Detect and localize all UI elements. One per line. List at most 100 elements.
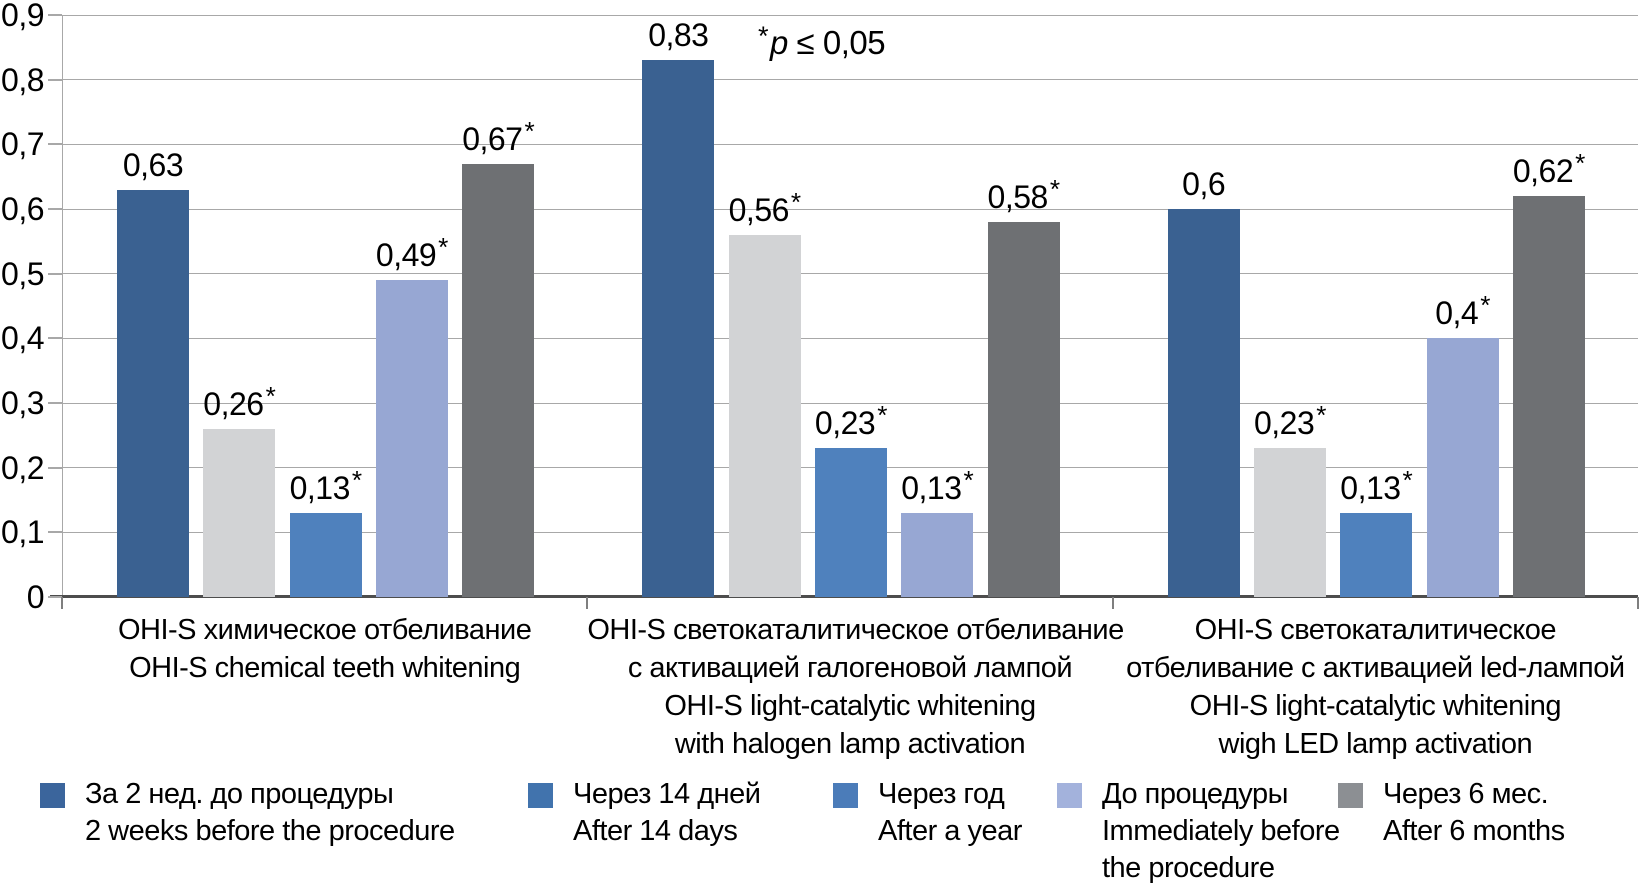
legend-label-line: 2 weeks before the procedure	[85, 815, 455, 847]
y-tick-mark	[48, 402, 62, 404]
bar	[1340, 512, 1413, 597]
legend-label: До процедуры Immediately before the proced…	[1102, 776, 1340, 887]
y-tick-label: 0,1	[1, 514, 44, 551]
y-tick-label: 0,6	[1, 191, 44, 227]
bar-value: 0,13	[289, 469, 351, 506]
bar-value: 0,13	[901, 469, 962, 506]
category-label-line: with halogen lamp activation	[674, 728, 1026, 760]
category-label-line: OHI-S chemical teeth whitening	[129, 652, 521, 684]
category-tick	[586, 597, 589, 609]
bar	[289, 512, 362, 597]
y-tick-label: 0,7	[1, 126, 44, 163]
category-label: OHI-S светокаталитическое отбеливание с а…	[1113, 611, 1638, 763]
legend-label-line: До процедуры	[1102, 778, 1288, 810]
bar-value-label: 0,62*	[1469, 148, 1629, 192]
gridline	[62, 79, 1638, 81]
bar	[1167, 209, 1240, 597]
significance-note: *p ≤ 0,05	[758, 20, 886, 62]
legend-label: Через 14 дней After 14 days	[573, 776, 761, 850]
gridline	[62, 14, 1638, 16]
bar-value: 0,49	[375, 237, 437, 274]
bar-value-label: 0,6	[1124, 165, 1284, 203]
legend-label-line: the procedure	[1102, 852, 1275, 884]
legend-swatch	[1057, 783, 1082, 808]
y-tick-label: 0,2	[1, 449, 44, 486]
bar-value: 0,83	[648, 17, 709, 54]
category-label-line: OHI-S светокаталитическое	[1194, 614, 1557, 646]
y-tick-label: 0,4	[1, 320, 44, 357]
bar-value: 0,58	[987, 178, 1049, 215]
significance-asterisk: *	[524, 115, 535, 146]
bar-value-label: 0,4*	[1383, 290, 1543, 334]
y-tick-mark	[48, 78, 62, 81]
significance-asterisk: *	[351, 464, 362, 495]
gridline	[62, 337, 1638, 339]
legend-swatch	[40, 783, 65, 808]
bar-value-label: 0,63	[73, 146, 233, 184]
bar-value-label: 0,23*	[771, 400, 931, 444]
y-tick-mark	[48, 337, 62, 340]
y-tick-mark	[48, 208, 62, 210]
bar-value-label: 0,83	[598, 16, 758, 54]
significance-asterisk: *	[758, 20, 769, 51]
bar-value: 0,67	[462, 120, 523, 157]
significance-asterisk: *	[1049, 173, 1060, 204]
y-tick-mark	[48, 466, 62, 469]
legend-label-line: Через 14 дней	[573, 778, 761, 810]
bar-value-label: 0,13*	[857, 465, 1017, 509]
legend-swatch	[528, 783, 553, 808]
y-tick-mark	[48, 272, 62, 275]
bar-value: 0,62	[1512, 153, 1574, 190]
category-label-line: с активацией галогеновой лампой	[627, 652, 1073, 684]
gridline	[62, 143, 1638, 145]
bar-value: 0,23	[814, 405, 876, 442]
gridline	[62, 208, 1638, 210]
category-label-line: OHI-S light-catalytic whitening	[664, 690, 1036, 722]
gridline	[62, 273, 1638, 275]
y-tick-label: 0,9	[1, 0, 44, 33]
bar-value-label: 0,56*	[685, 187, 845, 231]
category-label: OHI-S химическое отбеливание OHI-S chemic…	[62, 611, 587, 687]
y-tick-mark	[48, 531, 62, 534]
category-tick	[1111, 597, 1114, 609]
bar	[814, 448, 887, 597]
legend-label: За 2 нед. до процедуры 2 weeks before the…	[85, 776, 455, 850]
legend-label-line: After a year	[878, 815, 1022, 847]
legend-item: Через год After a year	[833, 776, 1022, 850]
bar	[1512, 196, 1585, 597]
significance-asterisk: *	[438, 232, 448, 263]
legend-swatch	[833, 783, 858, 808]
legend-label-line: Через год	[878, 778, 1005, 810]
bar	[987, 221, 1060, 597]
y-tick-label: 0,3	[1, 385, 44, 421]
bar-value-label: 0,26*	[159, 381, 319, 425]
bar-value-label: 0,67*	[418, 116, 578, 160]
bar-value-label: 0,23*	[1210, 400, 1370, 444]
legend-label: Через 6 мес. After 6 months	[1383, 776, 1565, 850]
significance-asterisk: *	[1402, 464, 1413, 495]
bar-value: 0,26	[203, 385, 264, 422]
bar-value: 0,13	[1340, 469, 1401, 506]
significance-asterisk: *	[963, 464, 974, 495]
y-tick-label: 0,5	[1, 255, 44, 292]
p-symbol: p	[770, 24, 788, 61]
significance-asterisk: *	[1480, 290, 1490, 321]
legend-label-line: Immediately before	[1102, 815, 1340, 847]
bar-value: 0,4	[1435, 295, 1479, 332]
category-label-line: отбеливание с активацией led-лампой	[1126, 652, 1625, 684]
bar-value: 0,23	[1253, 405, 1315, 442]
significance-asterisk: *	[877, 400, 887, 431]
legend-item: За 2 нед. до процедуры 2 weeks before the…	[40, 776, 455, 850]
bar	[728, 234, 801, 597]
legend-item: Через 6 мес. After 6 months	[1338, 776, 1565, 850]
y-tick-mark	[48, 143, 62, 146]
significance-asterisk: *	[265, 380, 276, 411]
legend-label-line: Через 6 мес.	[1383, 778, 1549, 810]
bar	[462, 163, 535, 597]
bar	[1253, 448, 1326, 597]
category-label-line: OHI-S light-catalytic whitening	[1189, 690, 1562, 722]
legend-label: Через год After a year	[878, 776, 1022, 850]
legend-item: До процедуры Immediately before the proced…	[1057, 776, 1340, 887]
category-tick	[61, 597, 63, 609]
bar	[1426, 338, 1499, 597]
